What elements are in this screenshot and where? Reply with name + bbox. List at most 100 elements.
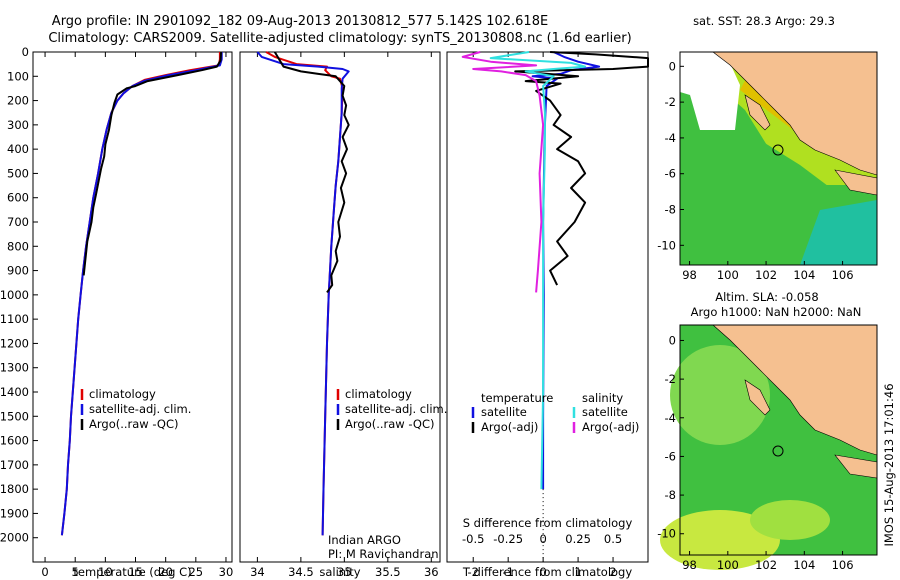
sla-yellow-region-2 [750, 500, 830, 540]
difference-series-s-argo-adj- [461, 51, 545, 293]
difference-xtick-label: -2 [467, 565, 478, 579]
temperature-xtick-label: 25 [188, 565, 203, 579]
salinity-xlabel: salinity [319, 565, 360, 579]
sla-ticks-xtick-label: 104 [793, 558, 815, 572]
sla-island [744, 379, 771, 416]
temperature-xtick-label: 30 [219, 565, 234, 579]
temperature-legend-entry: Argo(..raw -QC) [89, 417, 179, 431]
difference-x2tick-label: 0 [539, 532, 546, 546]
sla-ticks-ytick-label: -6 [665, 449, 676, 463]
difference-xtick-label: 0 [539, 565, 546, 579]
sla-ticks-xtick-label: 102 [755, 558, 777, 572]
sla-ticks-xtick-label: 98 [682, 558, 697, 572]
difference-frame [446, 51, 649, 563]
temperature-legend-entry: satellite-adj. clim. [89, 402, 191, 416]
temperature-xtick-label: 15 [128, 565, 143, 579]
sst-ticks-ytick-label: 0 [669, 59, 676, 73]
figure-title-line1: Argo profile: IN 2901092_182 09-Aug-2013… [52, 14, 548, 29]
sst-ticks-xtick-label: 98 [682, 268, 697, 282]
salinity-series-satellite-adj-clim- [256, 51, 350, 536]
sst-ticks-ytick-label: -6 [665, 167, 676, 181]
sla-ticks-xtick-label: 100 [717, 558, 739, 572]
temperature-ytick-label: 1300 [0, 361, 29, 375]
temperature-frame [32, 51, 233, 563]
difference-legend-s-entry: Argo(-adj) [582, 420, 639, 434]
sla-map-ticks: 98 100 102 104 106 0 -2 -4 -6 -8 -10 [657, 333, 853, 572]
sst-ticks-xtick-label: 104 [793, 268, 815, 282]
temperature-ytick-label: 600 [7, 191, 29, 205]
salinity-legend-entry: climatology [345, 387, 412, 401]
temperature-ytick-label: 300 [7, 118, 29, 132]
difference-series-s-satellite [489, 51, 587, 490]
difference-legend-s-title: salinity [582, 391, 623, 405]
temperature-ytick-label: 1200 [0, 336, 29, 350]
salinity-series-argo-raw-qc- [273, 51, 350, 293]
temperature-series-argo-raw-qc- [82, 51, 223, 276]
temperature-series-satellite-adj-clim- [60, 52, 223, 536]
salinity-frame [239, 51, 441, 563]
salinity-annotation: PI: M Ravichandran [328, 547, 439, 561]
temperature-series-climatology [60, 52, 221, 536]
sst-island [744, 94, 771, 131]
salinity-panel: 34 34.5 35 35.5 36 salinity climatologysatelli… [239, 51, 447, 579]
difference-legend-t-title: temperature [481, 391, 553, 405]
difference-x2tick-label: -0.25 [493, 532, 523, 546]
salinity-annotation: Indian ARGO [328, 533, 401, 547]
sla-ticks-ytick-label: -4 [665, 411, 676, 425]
difference-x2tick-label: 0.5 [604, 532, 622, 546]
sst-ticks-xtick-label: 106 [832, 268, 854, 282]
sst-ticks-ytick-label: -4 [665, 131, 676, 145]
sst-ticks-ytick-label: -10 [657, 238, 676, 252]
temperature-xtick-label: 10 [98, 565, 113, 579]
temperature-xtick-label: 20 [158, 565, 173, 579]
difference-panel: -2 -1 0 1 2T difference from climatology -0.5… [446, 51, 649, 579]
salinity-xtick-label: 34.5 [288, 565, 314, 579]
sst-map-frame [679, 51, 878, 266]
salinity-xtick-label: 35.5 [375, 565, 401, 579]
sst-ticks-ytick-label: -2 [665, 95, 676, 109]
sla-map-frame [679, 324, 878, 556]
difference-x2tick-label: -0.5 [462, 532, 484, 546]
sla-ticks-ytick-label: -8 [665, 488, 676, 502]
sla-map-title1: Altim. SLA: -0.058 [715, 290, 819, 304]
temperature-ytick-label: 700 [7, 215, 29, 229]
difference-legend-t-entry: satellite [481, 405, 527, 419]
sst-map-title: sat. SST: 28.3 Argo: 29.3 [693, 14, 835, 28]
temperature-ytick-label: 100 [7, 69, 29, 83]
sla-map: Altim. SLA: -0.058 Argo h1000: NaN h2000… [657, 290, 878, 572]
sst-argo-marker [772, 144, 784, 156]
difference-xtick-label: 2 [609, 565, 616, 579]
sla-ticks-xtick-label: 106 [832, 558, 854, 572]
sla-ticks-ytick-label: -10 [657, 527, 676, 541]
salinity-legend-entry: Argo(..raw -QC) [345, 417, 435, 431]
sst-ticks-xtick-label: 100 [717, 268, 739, 282]
sst-ticks-xtick-label: 102 [755, 268, 777, 282]
sla-map-title2: Argo h1000: NaN h2000: NaN [691, 305, 862, 319]
temperature-ytick-label: 1900 [0, 506, 29, 520]
temperature-ytick-label: 1000 [0, 288, 29, 302]
temperature-ytick-label: 900 [7, 264, 29, 278]
difference-legend-s-entry: satellite [582, 405, 628, 419]
temperature-ytick-label: 2000 [0, 531, 29, 545]
figure-title-line2: Climatology: CARS2009. Satellite-adjuste… [48, 31, 631, 46]
temperature-legend-entry: climatology [89, 387, 156, 401]
temperature-ytick-label: 1100 [0, 312, 29, 326]
salinity-series-climatology [265, 51, 344, 536]
temperature-xtick-label: 0 [41, 565, 48, 579]
difference-xtick-label: 1 [574, 565, 581, 579]
difference-xtick-label: -1 [502, 565, 513, 579]
difference-xlabel: T difference from climatology [462, 565, 633, 579]
difference-x2tick-label: 0.25 [565, 532, 591, 546]
salinity-legend-entry: satellite-adj. clim. [345, 402, 447, 416]
temperature-ytick-label: 800 [7, 239, 29, 253]
imos-credit: IMOS 15-Aug-2013 17:01:46 [882, 383, 896, 546]
temperature-ytick-label: 1500 [0, 409, 29, 423]
difference-legend-t-entry: Argo(-adj) [481, 420, 538, 434]
temperature-ytick-label: 1700 [0, 458, 29, 472]
temperature-ytick-label: 200 [7, 94, 29, 108]
temperature-ytick-label: 1400 [0, 385, 29, 399]
difference-x2label: S difference from climatology [463, 516, 633, 530]
temperature-ytick-label: 1600 [0, 434, 29, 448]
